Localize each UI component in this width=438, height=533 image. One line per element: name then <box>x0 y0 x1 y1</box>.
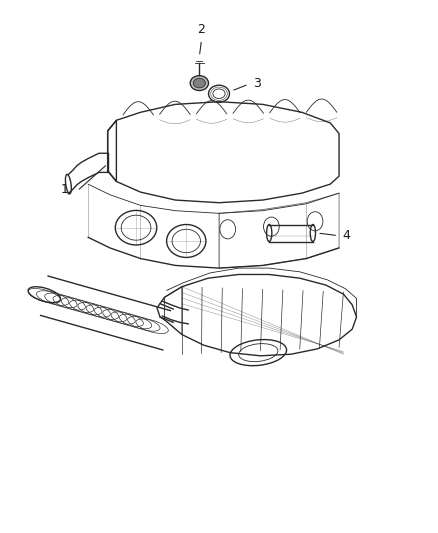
Ellipse shape <box>193 78 205 88</box>
Text: 3: 3 <box>253 77 261 90</box>
Text: 4: 4 <box>342 229 350 242</box>
Text: 1: 1 <box>61 183 69 196</box>
Text: 2: 2 <box>198 23 205 36</box>
Ellipse shape <box>190 76 208 91</box>
